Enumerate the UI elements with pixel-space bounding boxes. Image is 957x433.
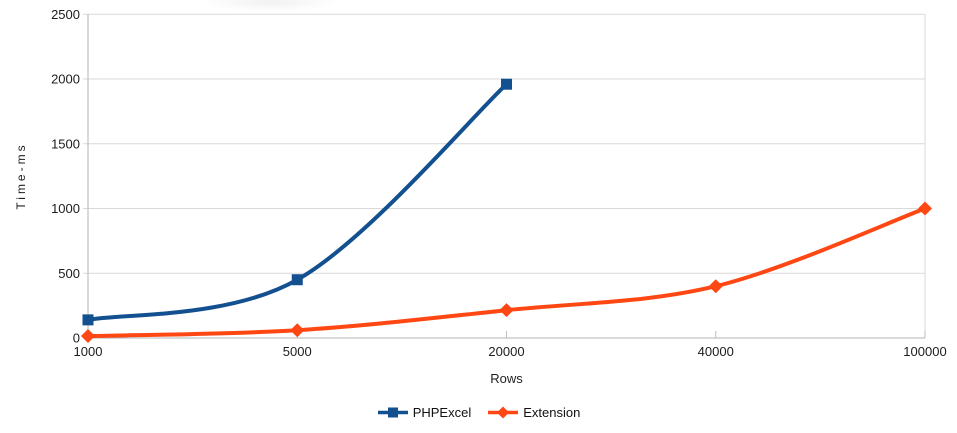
x-axis-title: Rows — [490, 371, 523, 386]
y-tick-label: 2500 — [51, 7, 80, 22]
legend-label-phpexcel: PHPExcel — [412, 405, 472, 420]
data-point-extension — [290, 323, 305, 338]
data-point-extension — [499, 303, 514, 318]
legend-item-phpexcel: PHPExcel — [377, 405, 472, 420]
data-point-phpexcel — [291, 274, 303, 286]
data-point-extension — [918, 201, 932, 216]
series-line-phpexcel — [86, 82, 509, 322]
y-axis-title: Time-ms — [14, 142, 28, 210]
y-tick-label: 1500 — [51, 136, 80, 151]
x-tick-label: 5000 — [283, 344, 312, 359]
data-point-extension — [708, 279, 723, 294]
legend-item-extension: Extension — [487, 405, 580, 420]
legend-label-extension: Extension — [523, 405, 581, 420]
legend: PHPExcel Extension — [0, 405, 957, 420]
x-tick-label: 40000 — [698, 344, 734, 359]
x-tick-label: 20000 — [488, 344, 524, 359]
y-tick-label: 0 — [73, 331, 80, 346]
extension-series-marker-icon — [488, 406, 519, 419]
data-point-phpexcel — [82, 314, 94, 326]
phpexcel-series-marker-icon — [377, 407, 408, 418]
y-tick-label: 500 — [58, 266, 80, 281]
x-tick-label: 100000 — [903, 344, 946, 359]
x-tick-label: 1000 — [74, 344, 103, 359]
y-tick-label: 2000 — [51, 72, 80, 87]
y-tick-label: 1000 — [51, 201, 80, 216]
data-point-extension — [81, 329, 95, 344]
data-point-phpexcel — [501, 78, 512, 90]
